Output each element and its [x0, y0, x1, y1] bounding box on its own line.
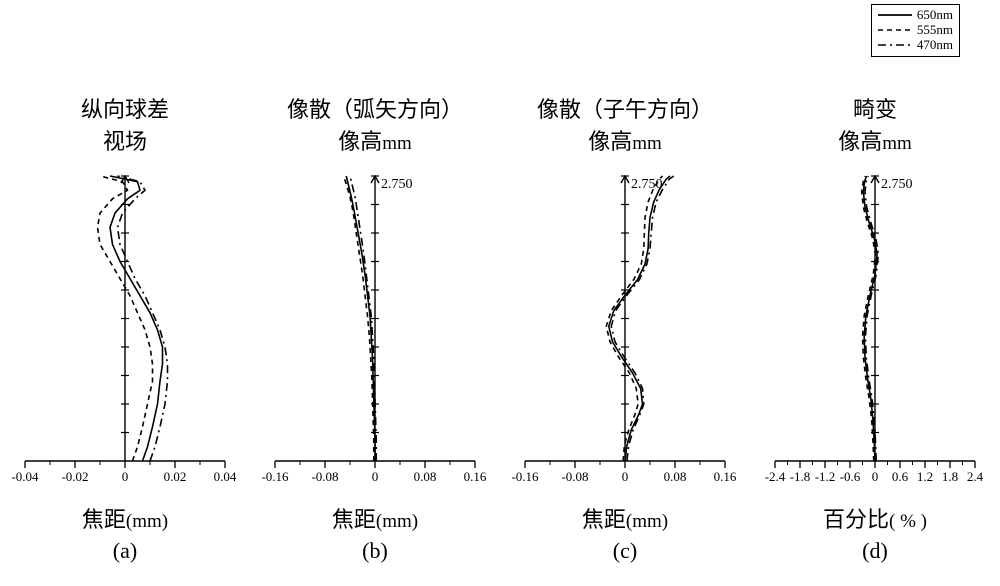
title-line1: 纵向球差	[81, 96, 169, 124]
legend-label: 650nm	[917, 8, 953, 23]
svg-text:0: 0	[372, 469, 379, 484]
svg-text:0: 0	[122, 469, 129, 484]
svg-text:-1.8: -1.8	[790, 469, 811, 484]
title-line1: 像散（弧矢方向）	[287, 96, 463, 124]
xlabels-row: 焦距(mm) 焦距(mm) 焦距(mm) 百分比( % )	[0, 502, 1000, 534]
xlabel-a: 焦距(mm)	[0, 502, 250, 534]
subfig-row: (a) (b) (c) (d)	[0, 538, 1000, 564]
svg-text:-0.08: -0.08	[311, 469, 338, 484]
legend-row: 650nm	[878, 8, 953, 23]
svg-text:-0.16: -0.16	[511, 469, 539, 484]
subfig-a: (a)	[113, 538, 137, 564]
panel-title-d: 畸变 像高mm	[750, 96, 1000, 156]
svg-text:-0.6: -0.6	[840, 469, 861, 484]
title-line2: 视场	[103, 124, 147, 156]
chart-b: -0.16 -0.08 0 0.08 0.16 2.750	[250, 170, 500, 500]
svg-text:-0.04: -0.04	[11, 469, 39, 484]
legend-row: 555nm	[878, 23, 953, 38]
svg-text:2.750: 2.750	[631, 177, 663, 192]
svg-text:0.16: 0.16	[714, 469, 737, 484]
svg-text:0.08: 0.08	[414, 469, 437, 484]
panel-title-c: 像散（子午方向） 像高mm	[500, 96, 750, 156]
chart-d: -2.4 -1.8 -1.2 -0.6 0 0.6 1.2 1.8 2.4 2.750	[750, 170, 1000, 500]
svg-text:0.08: 0.08	[664, 469, 687, 484]
xlabel-d: 百分比( % )	[750, 502, 1000, 534]
svg-text:-2.4: -2.4	[765, 469, 786, 484]
subfig-b: (b)	[362, 538, 388, 564]
svg-text:0: 0	[872, 469, 879, 484]
title-line2: 像高mm	[338, 124, 412, 156]
panel-title-a: 纵向球差 视场	[0, 96, 250, 156]
svg-text:1.2: 1.2	[917, 469, 933, 484]
legend-row: 470nm	[878, 38, 953, 53]
svg-text:0.16: 0.16	[464, 469, 487, 484]
titles-row: 纵向球差 视场 像散（弧矢方向） 像高mm 像散（子午方向） 像高mm 畸变 像…	[0, 96, 1000, 156]
charts-row: -0.04 -0.02 0 0.02 0.04 -0.16 -0.08 0 0.08 0.16 2…	[0, 170, 1000, 500]
subfig-c: (c)	[613, 538, 637, 564]
panel-title-b: 像散（弧矢方向） 像高mm	[250, 96, 500, 156]
legend-label: 470nm	[917, 38, 953, 53]
subfig-d: (d)	[862, 538, 888, 564]
xlabel-c: 焦距(mm)	[500, 502, 750, 534]
svg-text:1.8: 1.8	[942, 469, 958, 484]
chart-a: -0.04 -0.02 0 0.02 0.04	[0, 170, 250, 500]
svg-text:0: 0	[622, 469, 629, 484]
legend-swatch-555	[878, 24, 912, 36]
svg-text:0.04: 0.04	[214, 469, 237, 484]
legend-label: 555nm	[917, 23, 953, 38]
svg-text:-1.2: -1.2	[815, 469, 836, 484]
legend-swatch-470	[878, 39, 912, 51]
svg-text:0.02: 0.02	[164, 469, 187, 484]
title-line1: 像散（子午方向）	[537, 96, 713, 124]
title-line2: 像高mm	[838, 124, 912, 156]
chart-c: -0.16 -0.08 0 0.08 0.16 2.750	[500, 170, 750, 500]
svg-text:-0.02: -0.02	[61, 469, 88, 484]
svg-text:0.6: 0.6	[892, 469, 909, 484]
legend-swatch-650	[878, 9, 912, 21]
svg-text:2.4: 2.4	[967, 469, 984, 484]
title-line1: 畸变	[853, 96, 897, 124]
legend: 650nm 555nm 470nm	[871, 4, 960, 57]
title-line2: 像高mm	[588, 124, 662, 156]
svg-text:2.750: 2.750	[381, 177, 413, 192]
svg-text:-0.08: -0.08	[561, 469, 588, 484]
xlabel-b: 焦距(mm)	[250, 502, 500, 534]
svg-text:2.750: 2.750	[881, 177, 913, 192]
svg-text:-0.16: -0.16	[261, 469, 289, 484]
